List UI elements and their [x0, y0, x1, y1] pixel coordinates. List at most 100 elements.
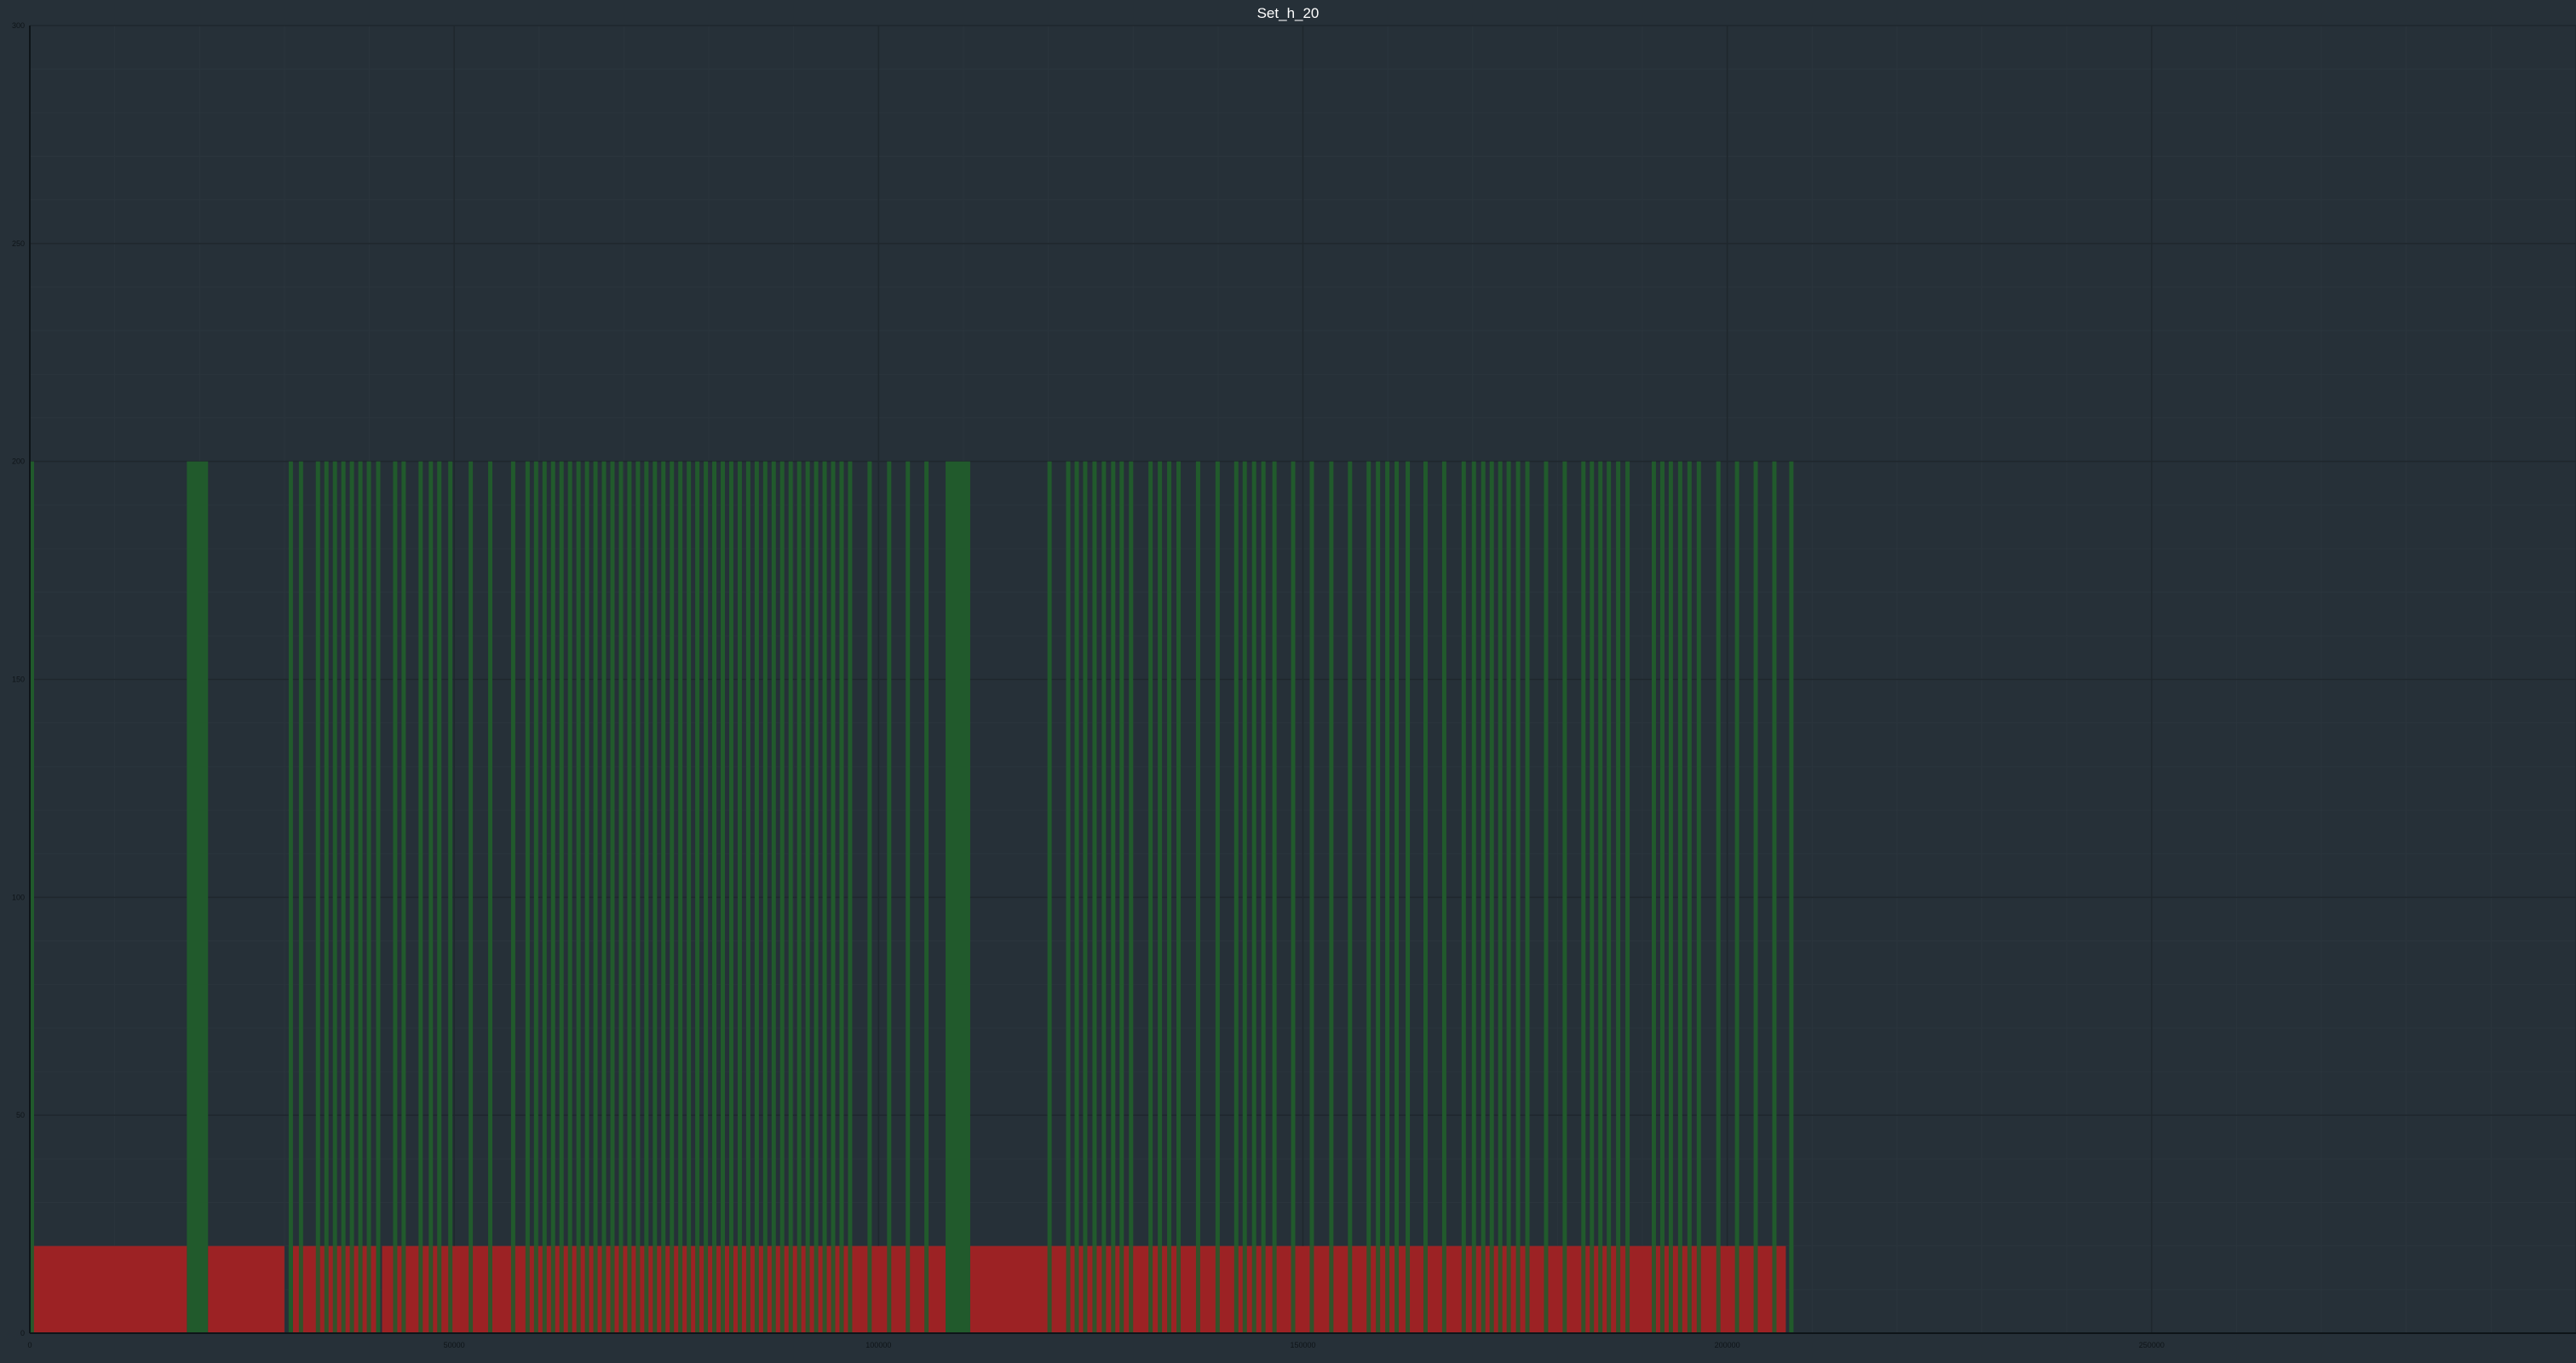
green-bar-overlay [584, 1245, 589, 1333]
green-bar-overlay [358, 1245, 363, 1333]
green-bar-overlay [349, 1245, 354, 1333]
green-bar [1309, 461, 1314, 1333]
green-bar [349, 461, 354, 1333]
green-bar [848, 461, 853, 1333]
green-bar [906, 461, 911, 1333]
green-bar [627, 461, 632, 1333]
green-bar-overlay [469, 1245, 474, 1333]
green-bar [1251, 461, 1256, 1333]
green-bar-overlay [661, 1245, 666, 1333]
x-tick-label: 200000 [1715, 1341, 1740, 1349]
green-bar-overlay [627, 1245, 632, 1333]
green-bar-overlay [1233, 1245, 1239, 1333]
green-bar-overlay [805, 1245, 810, 1333]
green-bar [1625, 461, 1630, 1333]
green-bar [1129, 461, 1134, 1333]
green-bar-overlay [1734, 1245, 1739, 1333]
green-bar-overlay [437, 1245, 442, 1333]
green-bar-overlay [1590, 1245, 1595, 1333]
green-bar-overlay [1176, 1245, 1182, 1333]
green-bar-overlay [1423, 1245, 1428, 1333]
green-bar-overlay [678, 1245, 683, 1333]
green-bar [1461, 461, 1466, 1333]
green-bar [1261, 461, 1266, 1333]
green-bar [721, 461, 725, 1333]
green-bar-overlay [1309, 1245, 1314, 1333]
green-bar-overlay [1348, 1245, 1353, 1333]
green-bar [576, 461, 581, 1333]
green-bar-overlay [721, 1245, 725, 1333]
green-bar [946, 461, 970, 1333]
green-bar-overlay [1607, 1245, 1612, 1333]
green-bar-overlay [1242, 1245, 1247, 1333]
green-bar-overlay [30, 1245, 34, 1333]
green-bar [469, 461, 474, 1333]
green-bar-overlay [924, 1245, 929, 1333]
green-bar [1148, 461, 1153, 1333]
green-bar [1385, 461, 1390, 1333]
green-bar-overlay [1251, 1245, 1256, 1333]
green-bar [867, 461, 872, 1333]
green-bar [1659, 461, 1665, 1333]
green-bar [1074, 461, 1079, 1333]
green-bar [1498, 461, 1503, 1333]
green-bar [805, 461, 810, 1333]
green-bar-overlay [1598, 1245, 1603, 1333]
green-bar [822, 461, 827, 1333]
green-bar-overlay [848, 1245, 853, 1333]
green-bar [687, 461, 692, 1333]
green-bar-overlay [1515, 1245, 1521, 1333]
green-bar-overlay [822, 1245, 827, 1333]
green-bar [30, 461, 34, 1333]
y-tick-label: 250 [12, 239, 25, 248]
green-bar [618, 461, 624, 1333]
green-bar-overlay [601, 1245, 607, 1333]
green-bar [1291, 461, 1296, 1333]
green-bar [1471, 461, 1476, 1333]
green-bar-overlay [1544, 1245, 1549, 1333]
green-bar [1616, 461, 1621, 1333]
x-tick-label: 50000 [444, 1341, 465, 1349]
green-bar [393, 461, 398, 1333]
y-tick-label: 200 [12, 457, 25, 466]
green-bar-overlay [288, 1245, 293, 1333]
green-bar-overlay [393, 1245, 398, 1333]
green-bar [525, 461, 530, 1333]
green-bar [653, 461, 658, 1333]
green-bar [678, 461, 683, 1333]
green-bar-overlay [728, 1245, 733, 1333]
green-bar [610, 461, 615, 1333]
green-bar-overlay [610, 1245, 615, 1333]
green-bar [1101, 461, 1107, 1333]
green-bar-overlay [1696, 1245, 1701, 1333]
green-bar [1489, 461, 1494, 1333]
green-bar [762, 461, 768, 1333]
green-bar-overlay [618, 1245, 624, 1333]
green-bar [510, 461, 515, 1333]
green-bar-overlay [1651, 1245, 1656, 1333]
green-bar [1083, 461, 1088, 1333]
x-tick-label: 250000 [2139, 1341, 2165, 1349]
green-bar-overlay [779, 1245, 785, 1333]
green-bar-overlay [687, 1245, 692, 1333]
green-bar-overlay [754, 1245, 759, 1333]
green-bar [298, 461, 303, 1333]
green-bar [1176, 461, 1182, 1333]
green-bar [771, 461, 776, 1333]
green-bar [814, 461, 819, 1333]
green-bar-overlay [1129, 1245, 1134, 1333]
green-bar [1598, 461, 1603, 1333]
green-bar-overlay [831, 1245, 836, 1333]
green-bar-overlay [1481, 1245, 1486, 1333]
green-bar-overlay [771, 1245, 776, 1333]
green-bar-overlay [1329, 1245, 1334, 1333]
green-bar [1348, 461, 1353, 1333]
y-tick-label: 0 [20, 1329, 25, 1337]
green-bar-overlay [593, 1245, 598, 1333]
green-bar [187, 461, 209, 1333]
green-bar-overlay [1291, 1245, 1296, 1333]
green-bar-overlay [1753, 1245, 1758, 1333]
green-bar-overlay [1506, 1245, 1511, 1333]
green-bar-overlay [1525, 1245, 1530, 1333]
